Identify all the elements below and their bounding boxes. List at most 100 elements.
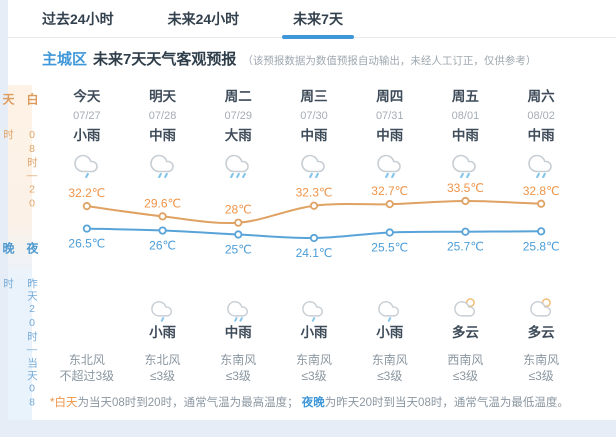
night-weather-label: 中雨: [224, 325, 252, 340]
day-name: 周三: [300, 89, 328, 104]
svg-text:25℃: 25℃: [225, 242, 252, 256]
footnote-day-term: 白天: [54, 397, 78, 409]
svg-text:33.5℃: 33.5℃: [447, 183, 484, 195]
daytime-range: 08时—20时: [2, 128, 38, 212]
day-date: 08/01: [451, 110, 480, 122]
rain-3-icon: [200, 146, 276, 180]
panel-header: 主城区 未来7天天气客观预报 （该预报数据为数值预报自动输出，未经人工订正，仅供…: [42, 48, 602, 69]
day-column: 周六 08/02 中雨: [503, 88, 579, 180]
night-column: 小雨东南风 ≤3级: [276, 290, 352, 386]
night-weather-label: 小雨: [149, 325, 177, 340]
night-weather-label: 多云: [451, 325, 479, 340]
cloudy-moon-icon: [503, 290, 579, 322]
night-weather-label: 小雨: [376, 325, 404, 340]
night-weather-label: 小雨: [300, 325, 328, 340]
day-name: 周六: [527, 89, 555, 104]
tab-next-7days[interactable]: 未来7天: [293, 0, 343, 37]
day-name: 今天: [73, 89, 101, 104]
svg-text:25.7℃: 25.7℃: [447, 240, 484, 254]
tab-bar: 过去24小时 未来24小时 未来7天: [8, 0, 616, 38]
day-column: 周五 08/01 中雨: [428, 88, 504, 180]
svg-text:26.5℃: 26.5℃: [68, 237, 105, 251]
rain-1-icon: [49, 146, 125, 180]
rain-2-icon: [428, 146, 504, 180]
wind-direction: 东南风: [523, 353, 560, 367]
day-date: 07/29: [224, 110, 253, 122]
tab-past-24h[interactable]: 过去24小时: [42, 10, 114, 27]
svg-text:24.1℃: 24.1℃: [296, 246, 333, 260]
svg-text:25.8℃: 25.8℃: [523, 239, 560, 253]
day-forecast-row: 今天 07/27 小雨 明天 07/28 中雨 周二 07/29 大雨 周三 07/30 中雨 周四 07…: [49, 88, 579, 180]
disclaimer-note: （该预报数据为数值预报自动输出，未经人工订正，仅供参考）: [242, 55, 537, 67]
wind-level: ≤3级: [452, 369, 479, 383]
wind-level: 不超过3级: [59, 369, 115, 383]
day-night-legend: 白天 08时—20时 夜晚 昨天20时—当天08时: [1, 85, 39, 420]
wind-level: ≤3级: [225, 369, 251, 383]
rain-2-icon: [503, 146, 579, 180]
day-column: 周三 07/30 中雨: [276, 88, 352, 180]
weather-panel: 过去24小时 未来24小时 未来7天 主城区 未来7天天气客观预报 （该预报数据为数…: [1, 0, 616, 420]
day-column: 今天 07/27 小雨: [49, 88, 125, 180]
night-column: 多云西南风 ≤3级: [428, 290, 504, 386]
day-name: 周五: [451, 89, 479, 104]
day-date: 07/27: [73, 110, 101, 122]
footnote-text: 为当天08时到20时，通常气温为最高温度；: [77, 397, 302, 409]
day-weather-label: 小雨: [73, 128, 101, 143]
day-weather-label: 中雨: [451, 128, 479, 143]
rain-2-icon: [200, 290, 276, 322]
svg-text:26℃: 26℃: [149, 239, 176, 253]
footnote: *白天为当天08时到20时，通常气温为最高温度； 夜晚为昨天20时到当天08时，…: [50, 394, 610, 410]
tab-next-24h[interactable]: 未来24小时: [167, 10, 240, 27]
footnote-night-term: 夜晚: [301, 397, 325, 409]
wind-direction: 西南风: [447, 353, 484, 367]
night-column: 中雨 东南风 ≤3级: [200, 290, 276, 386]
empty-icon: [49, 290, 125, 322]
day-name: 周四: [376, 89, 404, 104]
day-weather-label: 中雨: [527, 128, 555, 143]
wind-direction: 东南风: [295, 353, 332, 367]
wind-direction: 东北风: [144, 353, 181, 367]
night-weather-label: 多云: [527, 325, 555, 340]
wind-level: ≤3级: [301, 369, 327, 383]
wind-level: ≤3级: [528, 369, 554, 383]
day-weather-label: 中雨: [300, 128, 328, 143]
region-label: 主城区: [42, 51, 88, 68]
rain-1-icon: [125, 290, 201, 322]
footnote-star-term: *: [50, 397, 55, 409]
night-forecast-row: 东北风 不超过3级 小雨 东北风 ≤3级 中雨 东南风 ≤3级 小雨 东南风 ≤3级 小雨 东南风 ≤3级…: [49, 290, 579, 386]
cloudy-moon-icon: [428, 290, 504, 322]
day-name: 明天: [149, 89, 177, 104]
svg-text:32.7℃: 32.7℃: [371, 184, 408, 198]
daytime-label: 白天: [1, 93, 39, 107]
temperature-line-chart: 32.2℃ 29.6℃ 28℃ 32.3℃ 32.7℃ 33.5℃ 32.8℃ 26.5℃ 26…: [68, 183, 560, 260]
svg-text:29.6℃: 29.6℃: [144, 196, 181, 210]
night-column: 多云东南风 ≤3级: [503, 290, 579, 386]
wind-direction: 东南风: [371, 353, 408, 367]
day-weather-label: 大雨: [224, 128, 252, 143]
day-column: 明天 07/28 中雨: [125, 88, 201, 180]
day-weather-label: 中雨: [376, 128, 404, 143]
day-date: 07/30: [300, 110, 328, 122]
rain-1-icon: [352, 290, 428, 322]
day-date: 07/31: [375, 110, 404, 122]
night-column: 小雨东南风 ≤3级: [352, 290, 428, 386]
night-weather-label: [49, 322, 125, 344]
page-title: 未来7天天气客观预报: [93, 51, 237, 68]
svg-text:28℃: 28℃: [225, 203, 252, 217]
rain-2-icon: [352, 146, 428, 180]
day-name: 周二: [224, 89, 252, 104]
svg-text:32.2℃: 32.2℃: [68, 186, 105, 200]
day-weather-label: 中雨: [149, 128, 177, 143]
rain-1-icon: [276, 290, 352, 322]
day-date: 07/28: [148, 110, 177, 122]
svg-text:25.5℃: 25.5℃: [371, 241, 408, 255]
night-range: 昨天20时—当天08时: [2, 278, 38, 411]
rain-2-icon: [276, 146, 352, 180]
wind-level: ≤3级: [377, 369, 403, 383]
day-column: 周四 07/31 中雨: [352, 88, 428, 180]
svg-text:32.8℃: 32.8℃: [523, 184, 560, 198]
night-column: 东北风 不超过3级: [49, 290, 125, 386]
wind-level: ≤3级: [149, 369, 176, 383]
night-column: 小雨东北风 ≤3级: [125, 290, 201, 386]
svg-text:32.3℃: 32.3℃: [296, 186, 333, 200]
